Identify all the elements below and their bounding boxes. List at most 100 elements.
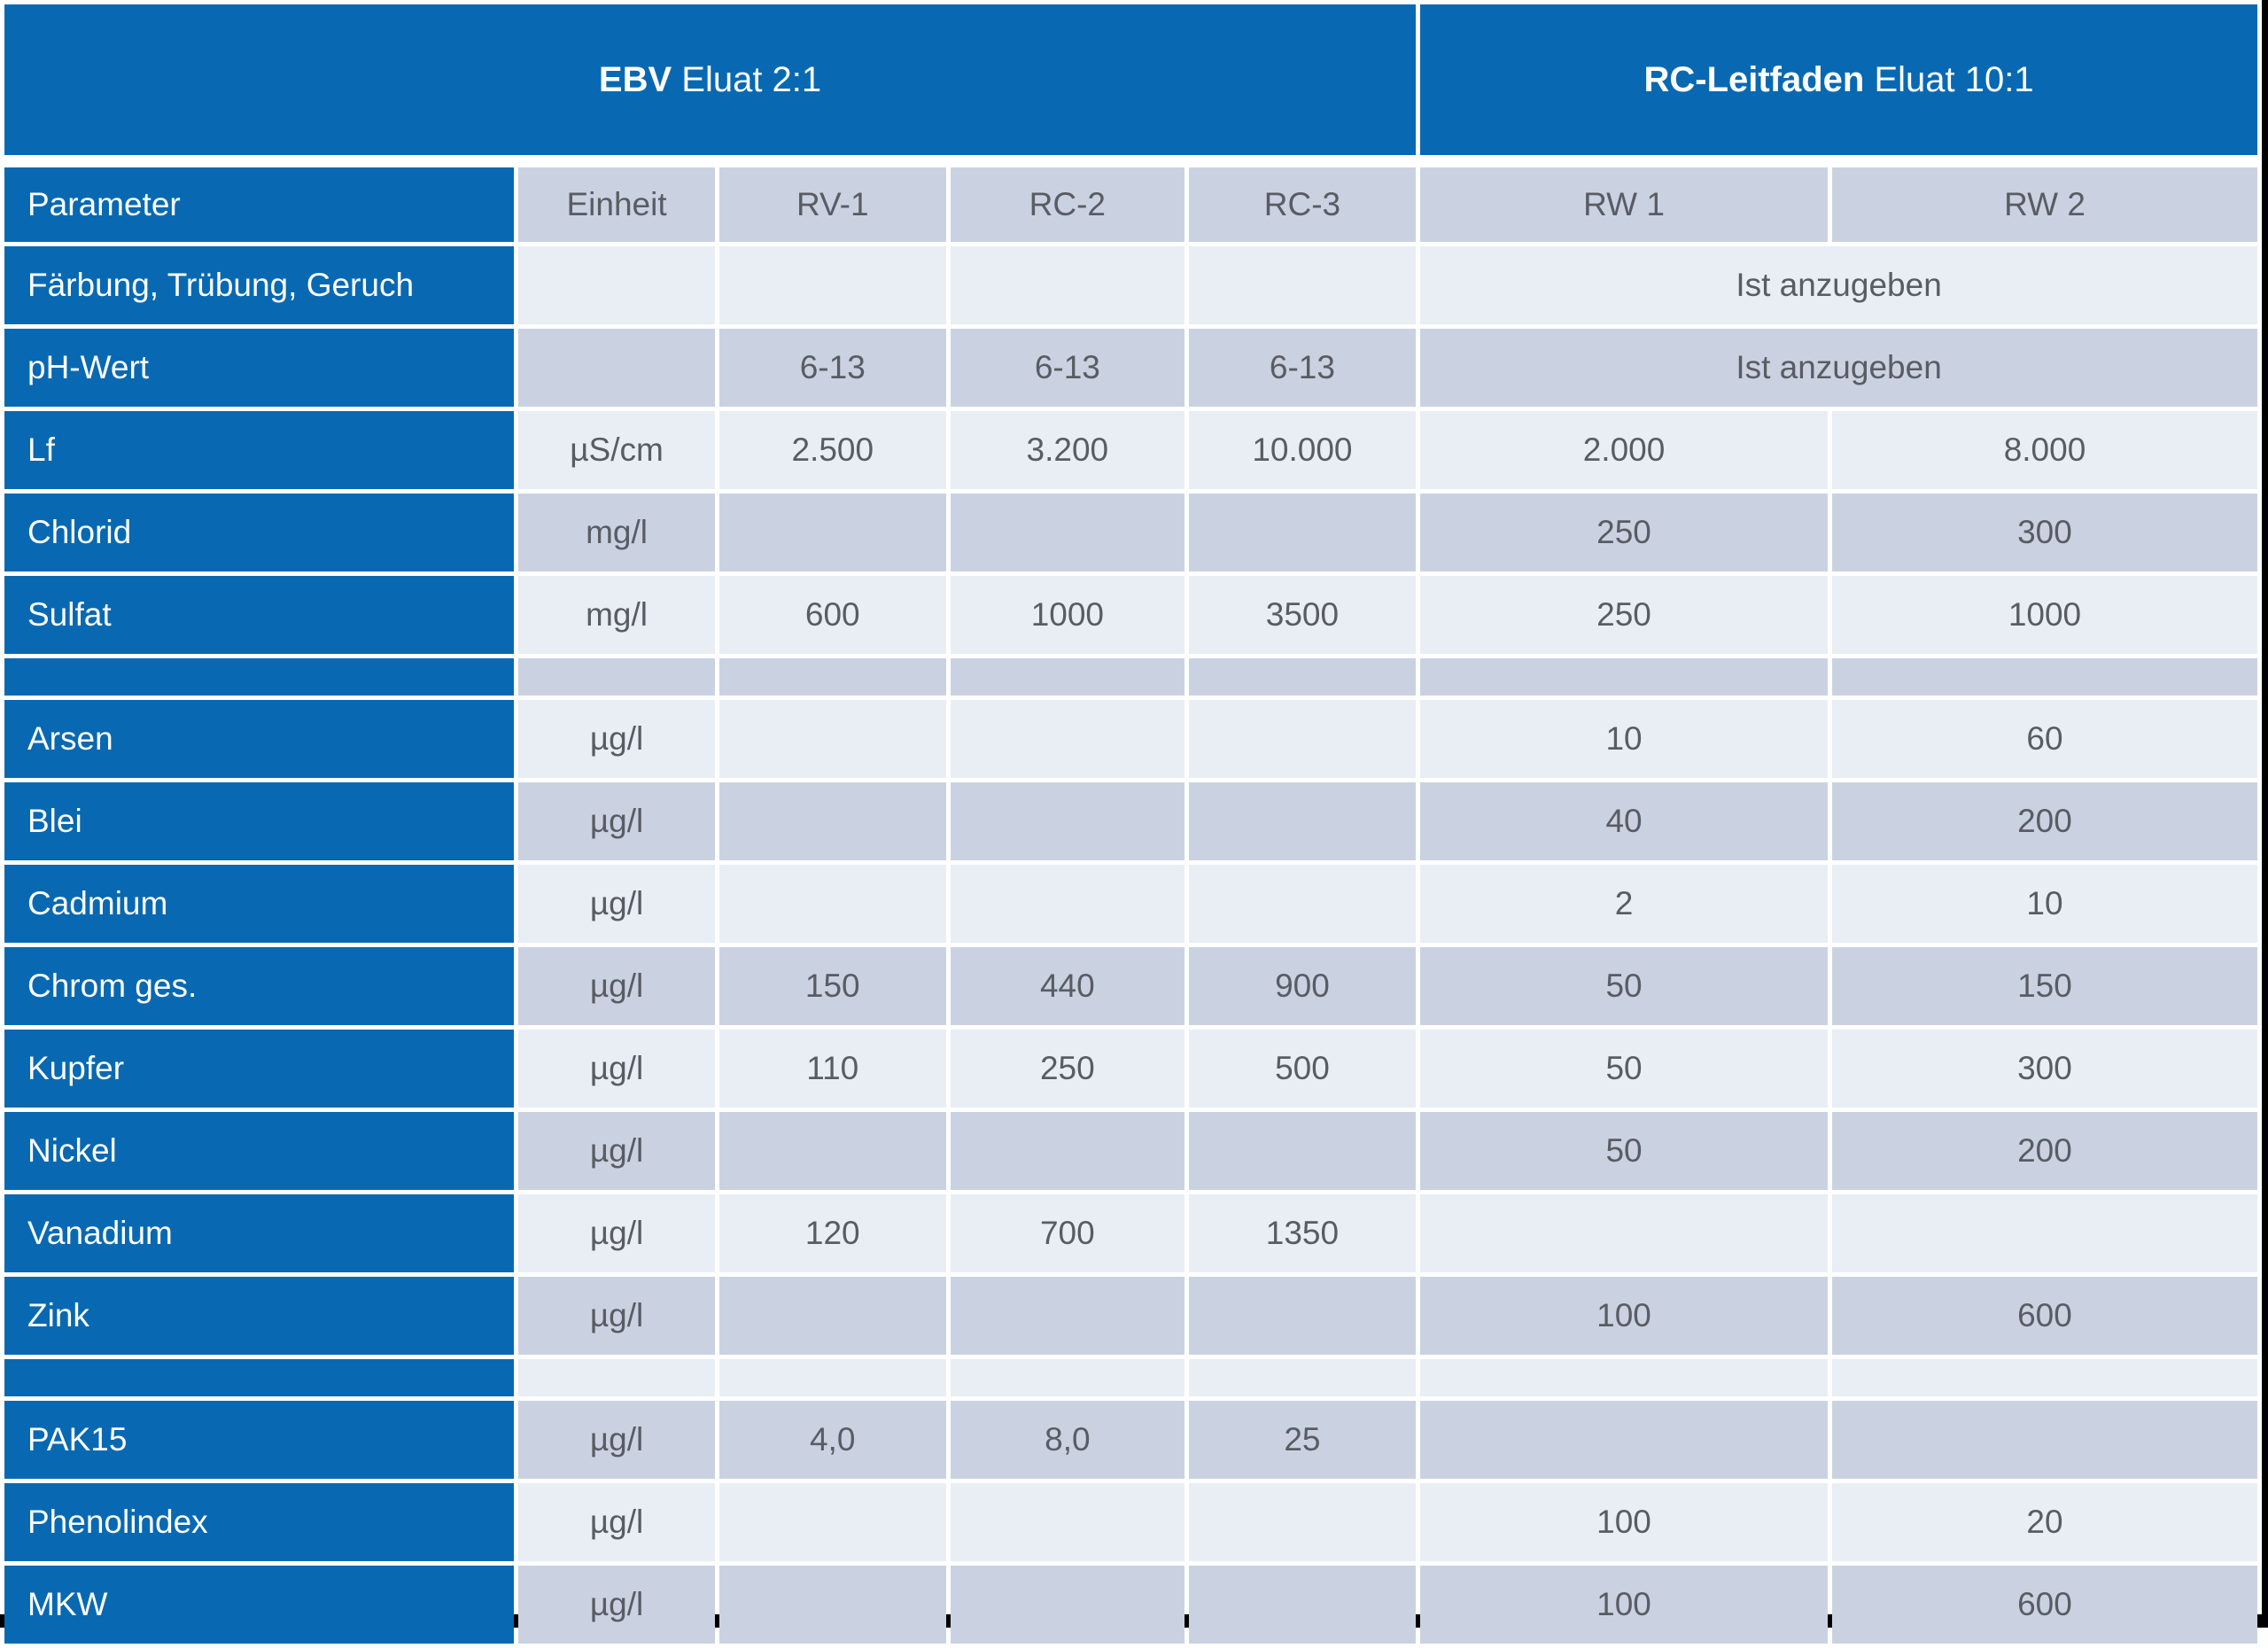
value-cell-rw1: 100 <box>1420 1277 1828 1355</box>
value-cell-rv1 <box>718 494 946 571</box>
value-cell-rv1: 4,0 <box>718 1401 946 1479</box>
value-cell-rv1 <box>718 700 946 778</box>
value-cell-rc3: 10.000 <box>1188 411 1417 489</box>
value-cell-rw2: 200 <box>1831 782 2257 860</box>
value-cell-rv1 <box>718 658 946 696</box>
group-header-rc-leitfaden: RC-Leitfaden Eluat 10:1 <box>1420 4 2257 163</box>
table-row: Nickel µg/l 50 200 <box>4 1112 2257 1190</box>
value-cell-rv1 <box>718 1277 946 1355</box>
unit-cell: µg/l <box>518 1401 715 1479</box>
value-cell-rw1 <box>1420 1359 1828 1396</box>
value-cell-rv1 <box>718 1566 946 1644</box>
value-cell-rc2: 440 <box>950 947 1184 1025</box>
unit-cell: µg/l <box>518 1277 715 1355</box>
unit-cell: µg/l <box>518 1483 715 1561</box>
value-cell-rw1: 50 <box>1420 947 1828 1025</box>
table-row: Blei µg/l 40 200 <box>4 782 2257 860</box>
value-cell-rv1: 150 <box>718 947 946 1025</box>
value-cell-rc3 <box>1188 1112 1417 1190</box>
unit-cell: µg/l <box>518 1194 715 1272</box>
group-header-rc-rest: Eluat 10:1 <box>1864 59 2034 99</box>
param-cell: Sulfat <box>4 576 515 654</box>
value-cell-rw2 <box>1831 1194 2257 1272</box>
value-cell-rc2 <box>950 1483 1184 1561</box>
value-cell-rc3 <box>1188 865 1417 943</box>
value-cell-rv1 <box>718 246 946 324</box>
table-row: Chlorid mg/l 250 300 <box>4 494 2257 571</box>
table-row: Kupfer µg/l 110 250 500 50 300 <box>4 1030 2257 1108</box>
unit-cell <box>518 658 715 696</box>
value-cell-rv1: 600 <box>718 576 946 654</box>
value-cell-rc3: 900 <box>1188 947 1417 1025</box>
value-cell-rw2 <box>1831 1359 2257 1396</box>
value-cell-rw1: 100 <box>1420 1566 1828 1644</box>
value-cell-rc2 <box>950 1359 1184 1396</box>
value-cell-rw1: 250 <box>1420 576 1828 654</box>
value-cell-rw2: 8.000 <box>1831 411 2257 489</box>
group-header-ebv-rest: Eluat 2:1 <box>672 59 822 99</box>
value-cell-rw2: 150 <box>1831 947 2257 1025</box>
value-cell-rc2 <box>950 700 1184 778</box>
value-cell-rw2: 10 <box>1831 865 2257 943</box>
param-cell: pH-Wert <box>4 329 515 407</box>
group-header-rc-bold: RC-Leitfaden <box>1643 59 1865 99</box>
table-row: Färbung, Trübung, Geruch Ist anzugeben <box>4 246 2257 324</box>
value-cell-rw1: 2 <box>1420 865 1828 943</box>
unit-cell: µg/l <box>518 782 715 860</box>
table-row: MKW µg/l 100 600 <box>4 1566 2257 1644</box>
merged-note-cell: Ist anzugeben <box>1420 246 2257 324</box>
value-cell-rw1: 40 <box>1420 782 1828 860</box>
value-cell-rw1: 50 <box>1420 1112 1828 1190</box>
column-header-rc3: RC-3 <box>1188 167 1417 242</box>
param-cell: Kupfer <box>4 1030 515 1108</box>
table-row: Cadmium µg/l 2 10 <box>4 865 2257 943</box>
value-cell-rc2 <box>950 1566 1184 1644</box>
value-cell-rw1: 250 <box>1420 494 1828 571</box>
value-cell-rc3: 500 <box>1188 1030 1417 1108</box>
value-cell-rw1: 100 <box>1420 1483 1828 1561</box>
param-cell: Zink <box>4 1277 515 1355</box>
group-header-row: EBV Eluat 2:1 RC-Leitfaden Eluat 10:1 <box>4 4 2257 163</box>
unit-cell: mg/l <box>518 576 715 654</box>
value-cell-rc2 <box>950 658 1184 696</box>
value-cell-rw1: 10 <box>1420 700 1828 778</box>
value-cell-rv1: 120 <box>718 1194 946 1272</box>
value-cell-rc2: 1000 <box>950 576 1184 654</box>
unit-cell: µg/l <box>518 1566 715 1644</box>
unit-cell: µg/l <box>518 865 715 943</box>
value-cell-rc3 <box>1188 246 1417 324</box>
unit-cell <box>518 329 715 407</box>
param-cell: Phenolindex <box>4 1483 515 1561</box>
value-cell-rc2: 8,0 <box>950 1401 1184 1479</box>
table-row: Vanadium µg/l 120 700 1350 <box>4 1194 2257 1272</box>
value-cell-rw1: 2.000 <box>1420 411 1828 489</box>
value-cell-rc3: 6-13 <box>1188 329 1417 407</box>
value-cell-rc2: 700 <box>950 1194 1184 1272</box>
value-cell-rw2 <box>1831 1401 2257 1479</box>
param-cell: Lf <box>4 411 515 489</box>
param-cell <box>4 1359 515 1396</box>
value-cell-rw1 <box>1420 1401 1828 1479</box>
value-cell-rc2 <box>950 1277 1184 1355</box>
spacer-row <box>4 658 2257 696</box>
param-cell: Chrom ges. <box>4 947 515 1025</box>
value-cell-rc3 <box>1188 494 1417 571</box>
unit-cell: µS/cm <box>518 411 715 489</box>
value-cell-rc2: 6-13 <box>950 329 1184 407</box>
value-cell-rv1: 6-13 <box>718 329 946 407</box>
unit-cell: µg/l <box>518 700 715 778</box>
value-cell-rw2: 300 <box>1831 494 2257 571</box>
unit-cell: µg/l <box>518 1112 715 1190</box>
value-cell-rc3 <box>1188 1566 1417 1644</box>
value-cell-rc2 <box>950 1112 1184 1190</box>
merged-note-cell: Ist anzugeben <box>1420 329 2257 407</box>
value-cell-rw1: 50 <box>1420 1030 1828 1108</box>
table-row: Zink µg/l 100 600 <box>4 1277 2257 1355</box>
value-cell-rc2 <box>950 246 1184 324</box>
unit-cell: µg/l <box>518 1030 715 1108</box>
unit-cell <box>518 246 715 324</box>
value-cell-rw2: 60 <box>1831 700 2257 778</box>
param-cell: PAK15 <box>4 1401 515 1479</box>
table-body: Färbung, Trübung, Geruch Ist anzugeben pH-… <box>4 246 2257 1644</box>
